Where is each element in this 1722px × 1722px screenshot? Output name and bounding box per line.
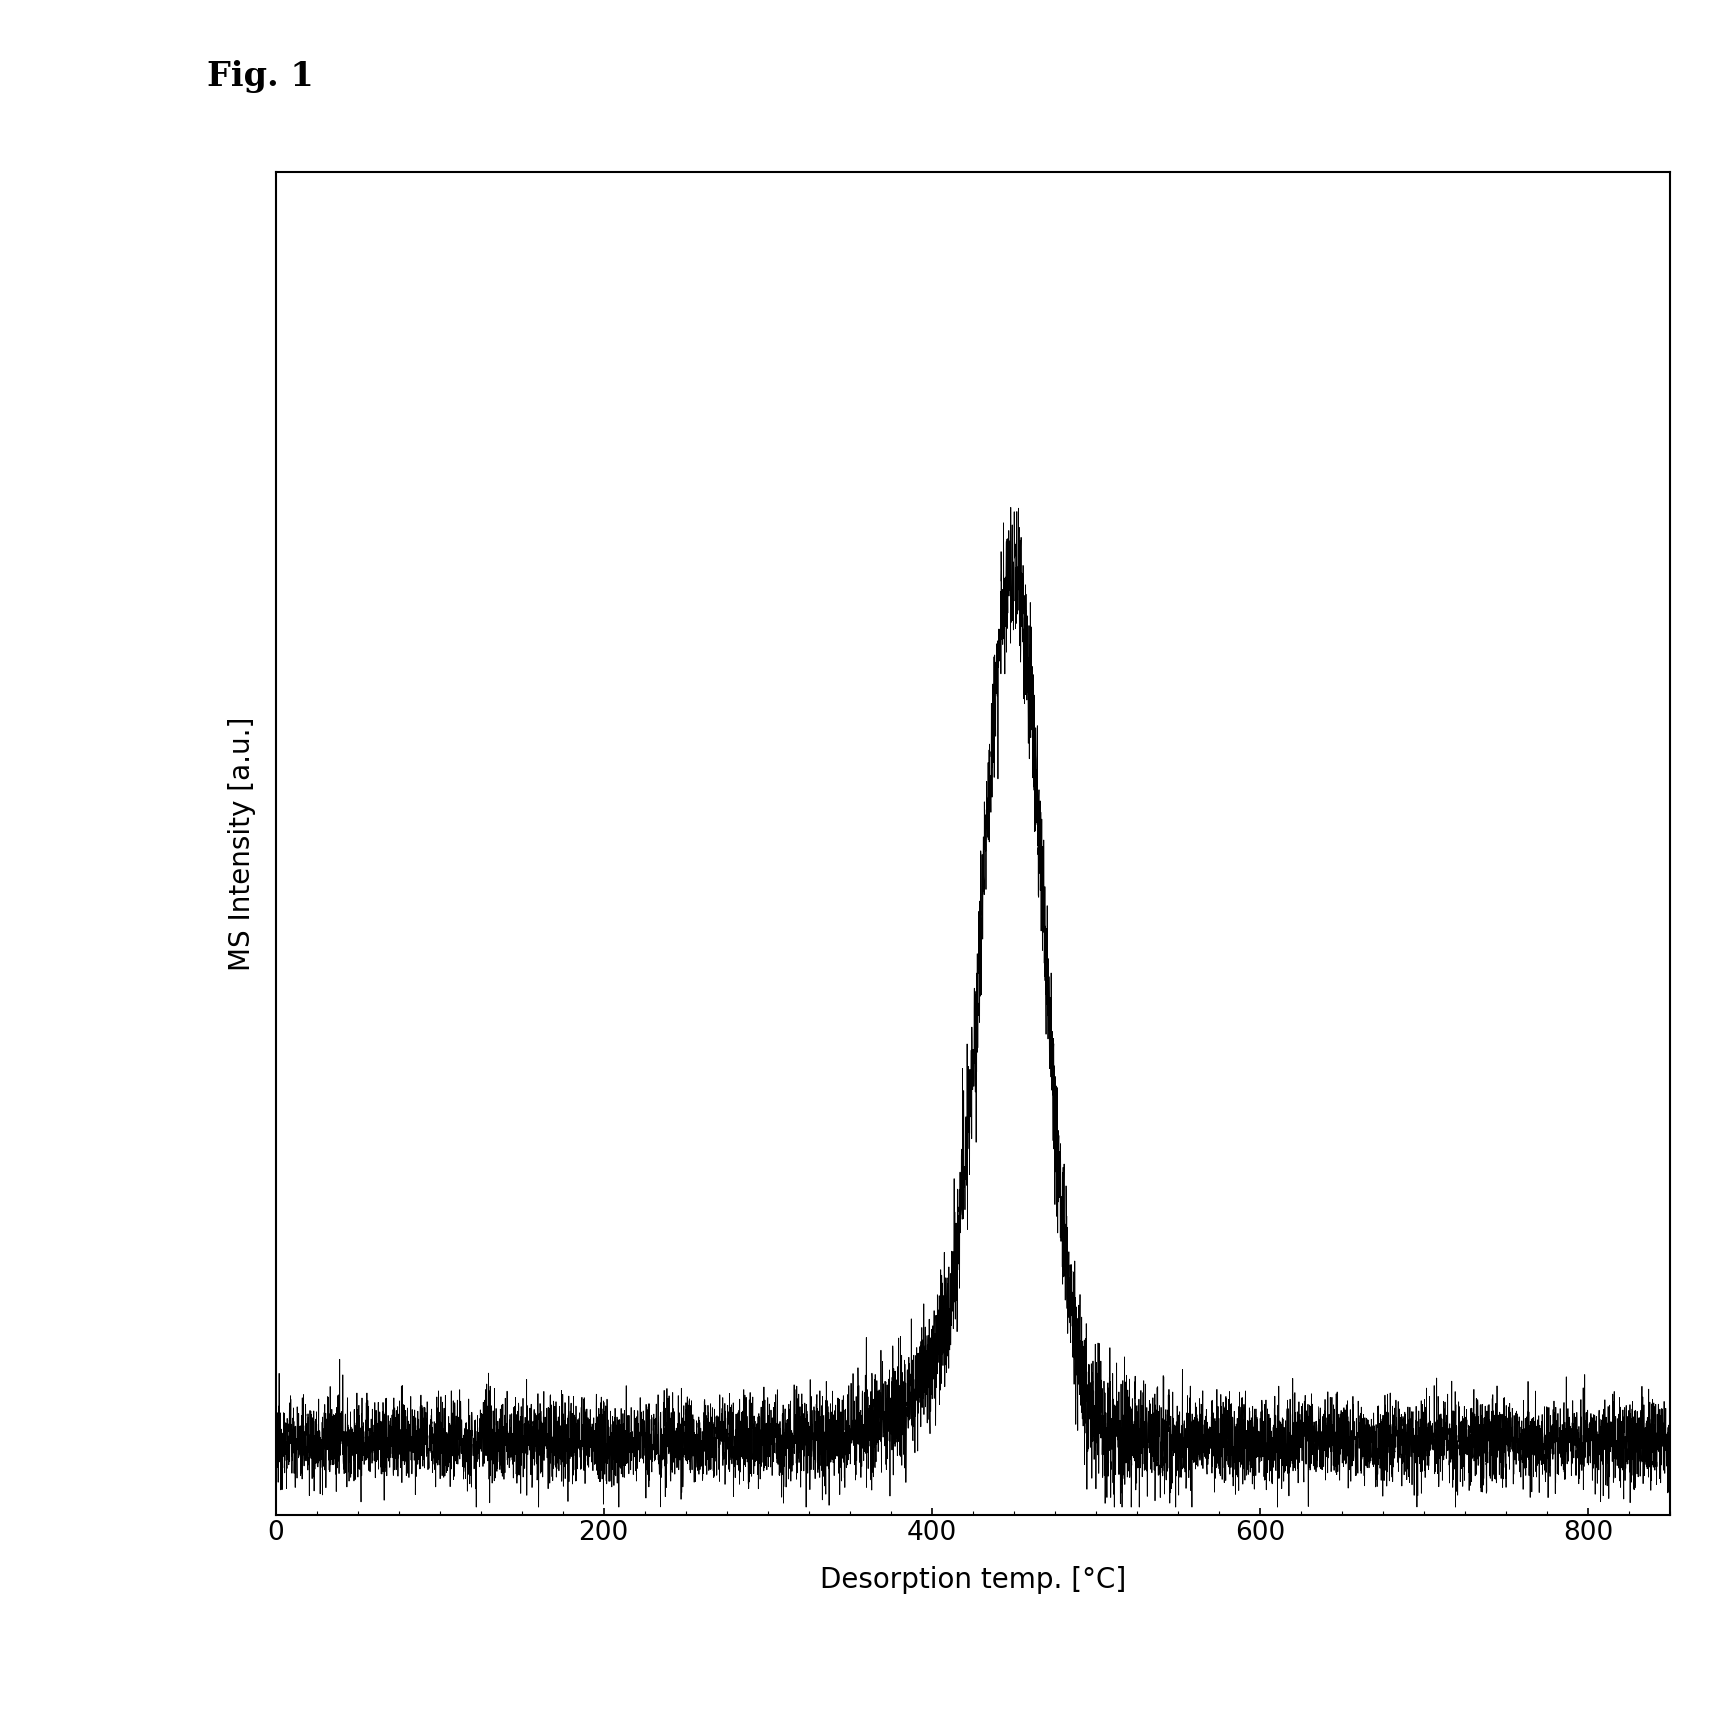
X-axis label: Desorption temp. [°C]: Desorption temp. [°C] — [820, 1565, 1126, 1593]
Text: Fig. 1: Fig. 1 — [207, 60, 313, 93]
Y-axis label: MS Intensity [a.u.]: MS Intensity [a.u.] — [227, 716, 257, 971]
